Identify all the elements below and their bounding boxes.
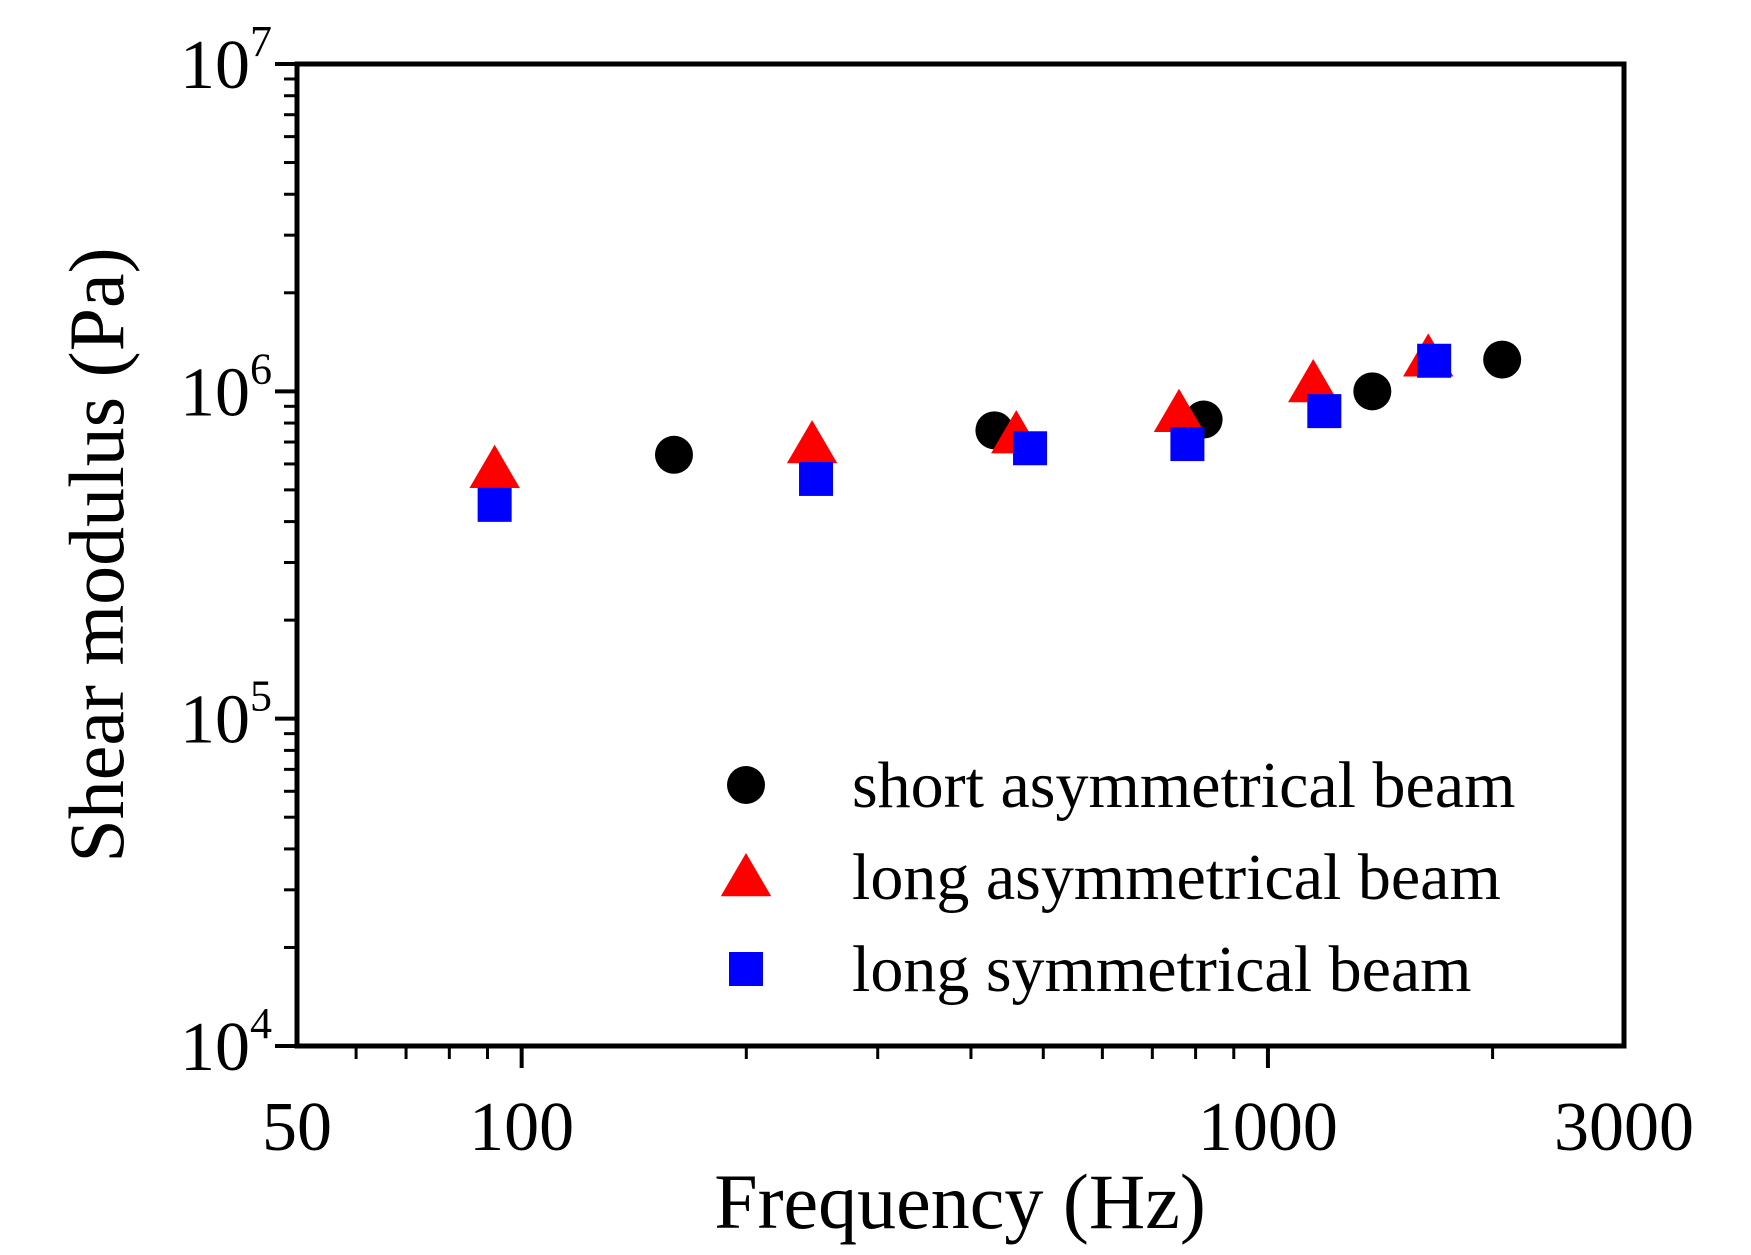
y-tick-label: 106 [180, 344, 272, 431]
data-point-square [799, 461, 834, 496]
x-axis-title: Frequency (Hz) [714, 1158, 1206, 1245]
plot-frame [294, 61, 1627, 1049]
legend-marker-triangle [720, 853, 772, 897]
data-point-circle [1353, 372, 1392, 411]
y-tick-exponent: 6 [250, 344, 272, 393]
legend-label: long symmetrical beam [852, 933, 1472, 1006]
data-point-circle [654, 435, 693, 474]
y-tick-exponent: 5 [250, 672, 272, 721]
data-point-square [1417, 343, 1452, 378]
legend-label: long asymmetrical beam [852, 841, 1501, 914]
y-tick-base: 10 [180, 354, 250, 431]
legend-marker-square [729, 952, 763, 986]
data-point-circle [1483, 340, 1522, 379]
data-point-square [1307, 394, 1342, 429]
x-tick-label: 50 [262, 1089, 332, 1166]
data-point-triangle [469, 444, 520, 488]
x-tick-label: 1000 [1198, 1089, 1338, 1166]
legend-label: short asymmetrical beam [852, 749, 1515, 822]
data-point-triangle [786, 420, 838, 464]
y-tick-label: 105 [180, 672, 272, 759]
y-tick-base: 10 [180, 1009, 250, 1086]
data-point-triangle [1153, 388, 1205, 432]
y-tick-label: 107 [180, 17, 272, 104]
y-tick-exponent: 4 [250, 999, 272, 1048]
y-tick-base: 10 [180, 27, 250, 104]
y-axis-title: Shear modulus (Pa) [53, 247, 140, 862]
data-point-triangle [1288, 359, 1339, 403]
data-point-square [477, 487, 512, 522]
data-point-square [1170, 427, 1205, 462]
x-tick-label: 100 [469, 1089, 574, 1166]
y-tick-label: 104 [180, 999, 272, 1086]
x-tick-label: 3000 [1554, 1089, 1694, 1166]
y-tick-exponent: 7 [250, 17, 272, 66]
legend-marker-circle [727, 766, 765, 804]
data-point-square [1013, 431, 1048, 466]
y-tick-base: 10 [180, 682, 250, 759]
